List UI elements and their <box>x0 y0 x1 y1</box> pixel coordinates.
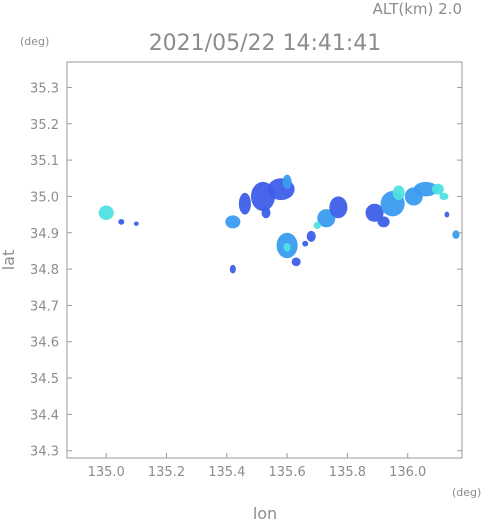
echo-cell <box>98 205 114 221</box>
echo-cell <box>317 209 336 228</box>
echo-cell <box>261 207 271 219</box>
echo-cell <box>238 192 251 215</box>
echo-cell <box>229 264 236 274</box>
echo-cell <box>444 211 450 218</box>
echo-cell <box>439 192 449 201</box>
x-tick-label: 135.0 <box>88 465 125 480</box>
altitude-label: ALT(km) 2.0 <box>373 0 462 18</box>
echo-cell <box>452 230 460 239</box>
x-axis-ticks: 135.0 135.2 135.4 135.6 135.8 136.0 <box>88 453 426 480</box>
echo-cell <box>377 216 390 228</box>
x-tick-label: 135.8 <box>329 465 366 480</box>
echo-cell <box>365 203 384 222</box>
echo-cell <box>282 174 292 190</box>
echo-cell <box>118 218 125 225</box>
y-axis-ticks: 34.3 34.4 34.5 34.6 34.7 34.8 34.9 35.0 35.1 35.2… <box>30 81 462 460</box>
y-tick-label: 35.3 <box>30 81 59 96</box>
y-tick-label: 34.9 <box>30 227 59 242</box>
echo-layer <box>98 174 460 274</box>
y-tick-label: 35.1 <box>30 154 59 169</box>
y-tick-label: 34.4 <box>30 408 59 423</box>
timestamp-title: 2021/05/22 14:41:41 <box>149 31 382 56</box>
y-tick-label: 35.2 <box>30 118 59 133</box>
y-tick-label: 34.5 <box>30 372 59 387</box>
x-axis-label: lon <box>253 504 277 521</box>
x-tick-label: 135.6 <box>269 465 306 480</box>
echo-cell <box>329 196 348 219</box>
y-tick-label: 35.0 <box>30 190 59 205</box>
echo-cell <box>306 230 316 242</box>
echo-cell <box>313 221 321 230</box>
echo-cell <box>302 240 309 247</box>
y-tick-label: 34.3 <box>30 445 59 460</box>
x-unit-label: (deg) <box>452 486 481 499</box>
echo-cell <box>291 257 301 267</box>
x-tick-label: 135.4 <box>208 465 245 480</box>
plot-frame <box>66 61 463 459</box>
echo-cell <box>283 242 291 252</box>
y-tick-label: 34.7 <box>30 299 59 314</box>
y-tick-label: 34.8 <box>30 263 59 278</box>
y-unit-label: (deg) <box>20 35 49 48</box>
x-tick-label: 135.2 <box>148 465 185 480</box>
echo-cell <box>392 185 405 201</box>
echo-cell <box>225 215 241 229</box>
echo-cell <box>133 221 139 226</box>
x-tick-label: 136.0 <box>389 465 426 480</box>
y-tick-label: 34.6 <box>30 336 59 351</box>
y-axis-label: lat <box>0 250 18 271</box>
echo-cell <box>413 181 438 197</box>
echo-cell <box>431 183 444 195</box>
